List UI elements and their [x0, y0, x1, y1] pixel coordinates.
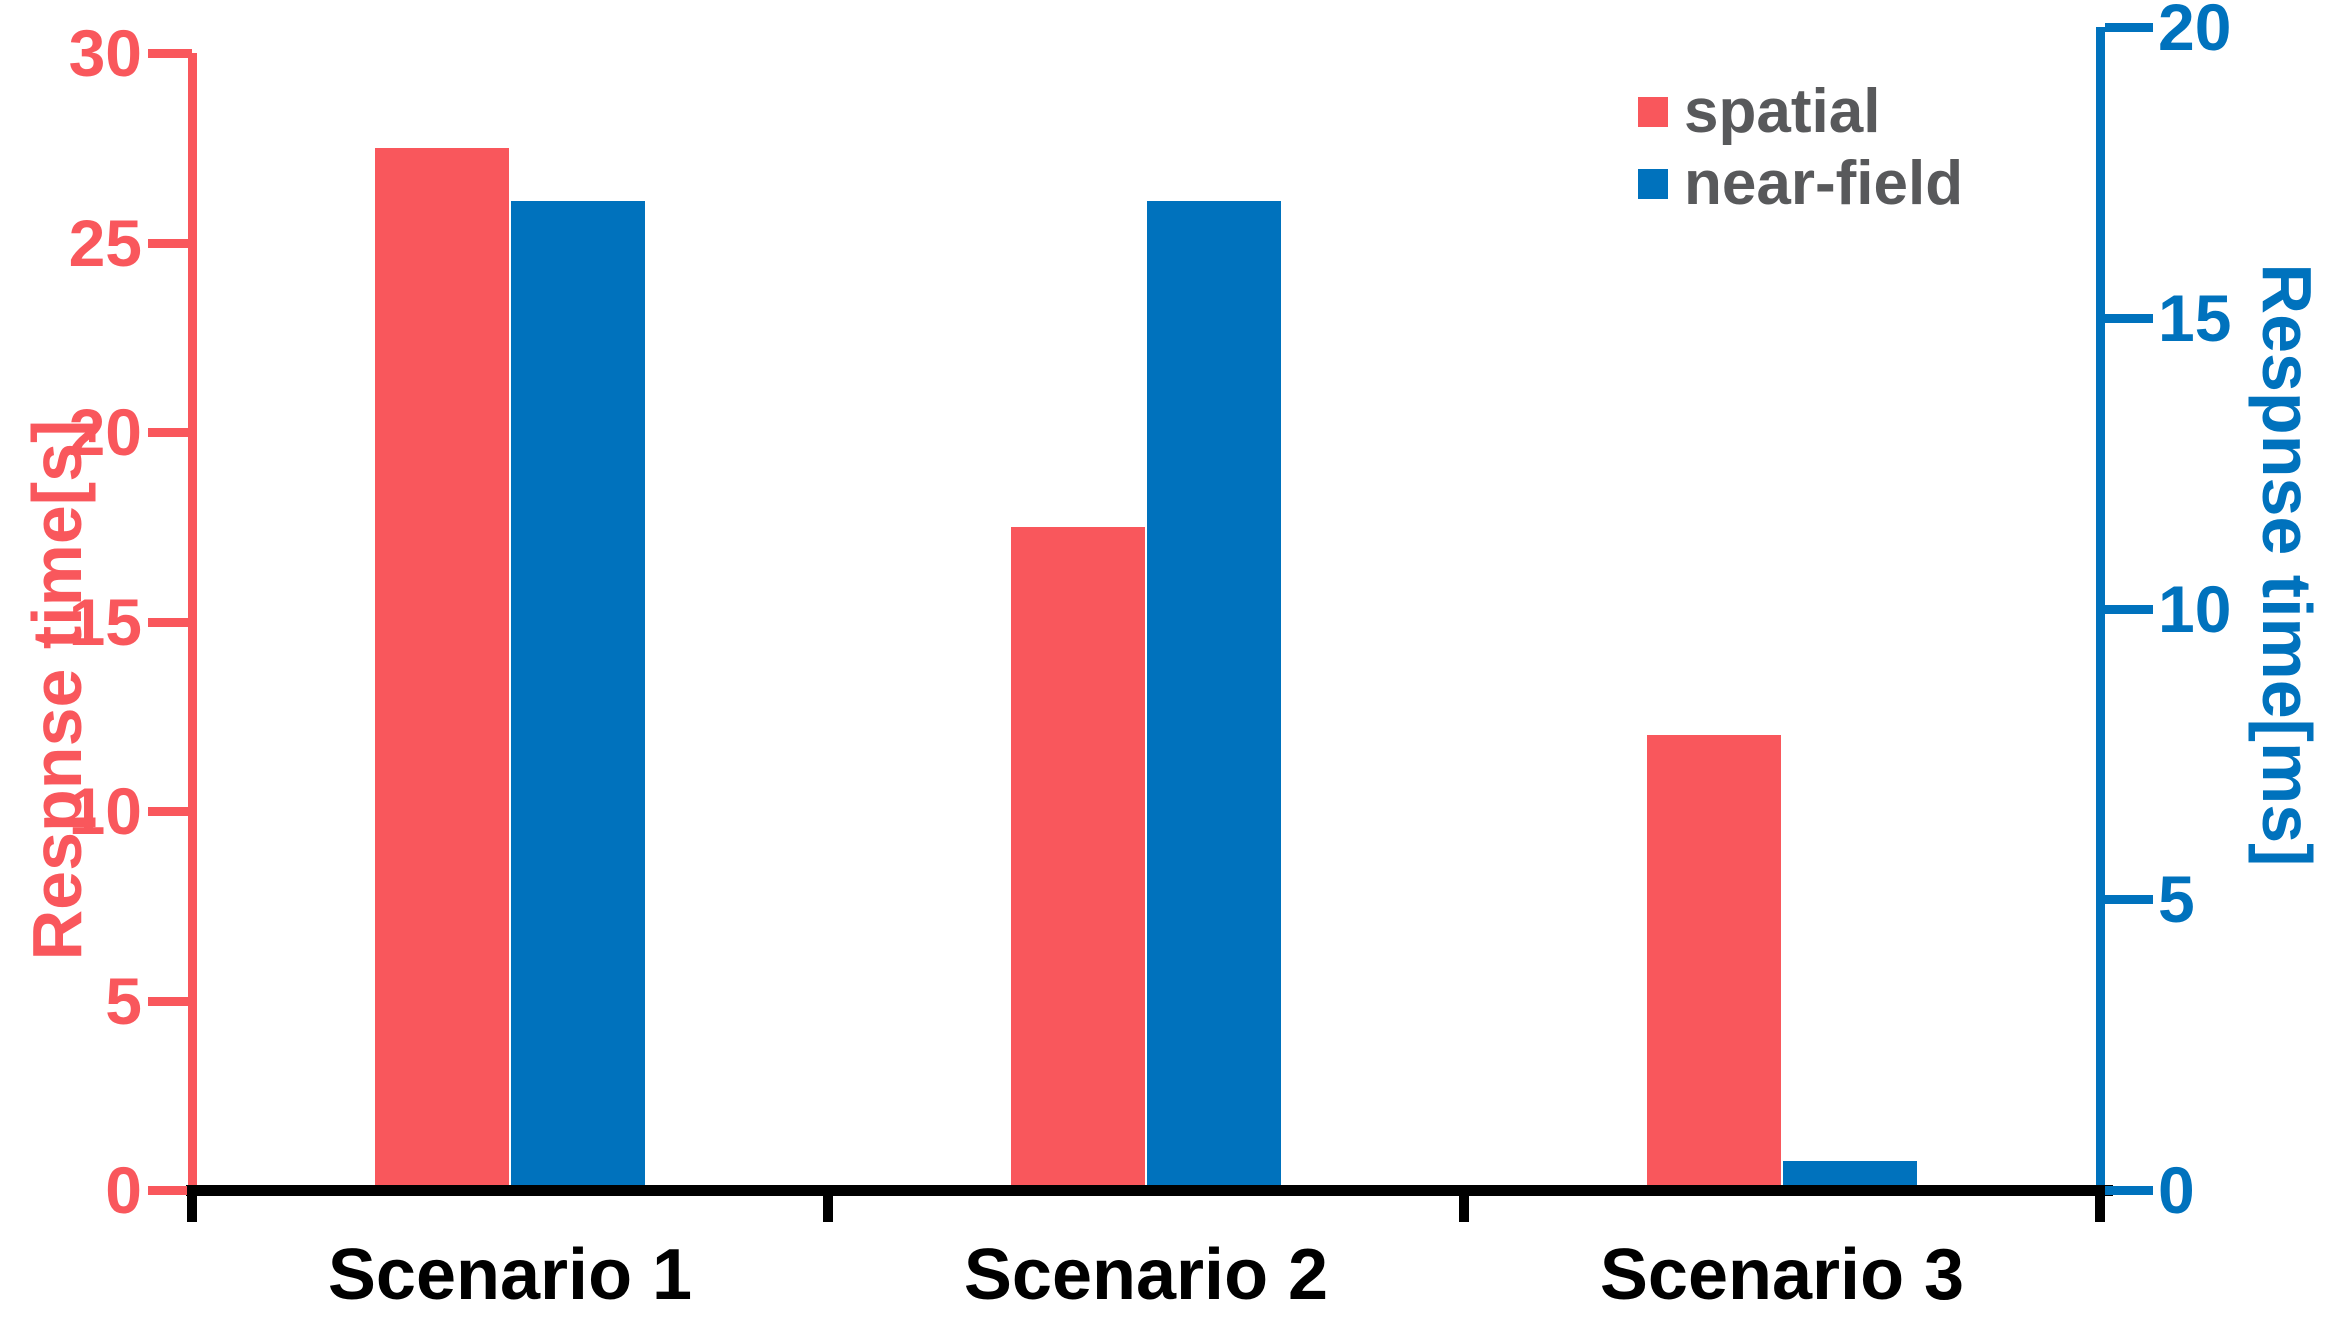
left-axis-tick-label: 0	[105, 1153, 142, 1227]
left-axis-tick-label: 25	[68, 206, 142, 280]
left-axis-tick-label: 15	[68, 585, 142, 659]
bar-spatial-scenario-3	[1647, 735, 1781, 1185]
right-axis-tick-label: 15	[2158, 281, 2232, 355]
right-axis-tick-label: 10	[2158, 572, 2232, 646]
right-y-axis-line	[2096, 27, 2105, 1195]
legend-row: spatial	[1638, 76, 1963, 148]
left-axis-tick	[148, 1186, 192, 1195]
x-axis-tick	[823, 1185, 833, 1222]
x-category-label: Scenario 3	[1599, 1235, 1965, 1315]
x-category-label: Scenario 1	[327, 1235, 693, 1315]
x-axis-line	[186, 1185, 2113, 1196]
left-axis-tick	[148, 428, 192, 437]
left-axis-tick-label: 30	[68, 16, 142, 90]
left-axis-tick-label: 20	[68, 395, 142, 469]
left-axis-tick	[148, 49, 192, 58]
left-axis-tick	[148, 618, 192, 627]
legend-row: near-field	[1638, 148, 1963, 220]
left-axis-tick-label: 5	[105, 964, 142, 1038]
x-axis-tick	[1459, 1185, 1469, 1222]
right-axis-tick-label: 20	[2158, 0, 2232, 64]
right-axis-tick	[2105, 1186, 2153, 1195]
legend-swatch-spatial	[1638, 97, 1668, 127]
bar-spatial-scenario-2	[1011, 527, 1145, 1185]
x-axis-tick	[187, 1185, 197, 1222]
right-axis-tick	[2105, 605, 2153, 614]
left-axis-tick	[148, 239, 192, 248]
bar-spatial-scenario-1	[375, 148, 509, 1185]
legend: spatial near-field	[1638, 76, 1963, 220]
left-y-axis-line	[188, 53, 197, 1195]
bar-near-field-scenario-2	[1147, 201, 1281, 1185]
x-category-label: Scenario 2	[963, 1235, 1329, 1315]
left-axis-tick	[148, 997, 192, 1006]
legend-label: near-field	[1684, 149, 1964, 218]
x-axis-tick	[2095, 1185, 2105, 1222]
legend-swatch-near-field	[1638, 169, 1668, 199]
right-axis-tick	[2105, 23, 2153, 32]
left-axis-tick-label: 10	[68, 774, 142, 848]
bar-near-field-scenario-1	[511, 201, 645, 1185]
legend-label: spatial	[1684, 77, 1881, 146]
right-axis-tick	[2105, 314, 2153, 323]
right-axis-tick-label: 5	[2158, 862, 2195, 936]
bar-near-field-scenario-3	[1783, 1161, 1917, 1185]
right-axis-tick	[2105, 895, 2153, 904]
left-axis-tick	[148, 807, 192, 816]
right-axis-tick-label: 0	[2158, 1153, 2195, 1227]
